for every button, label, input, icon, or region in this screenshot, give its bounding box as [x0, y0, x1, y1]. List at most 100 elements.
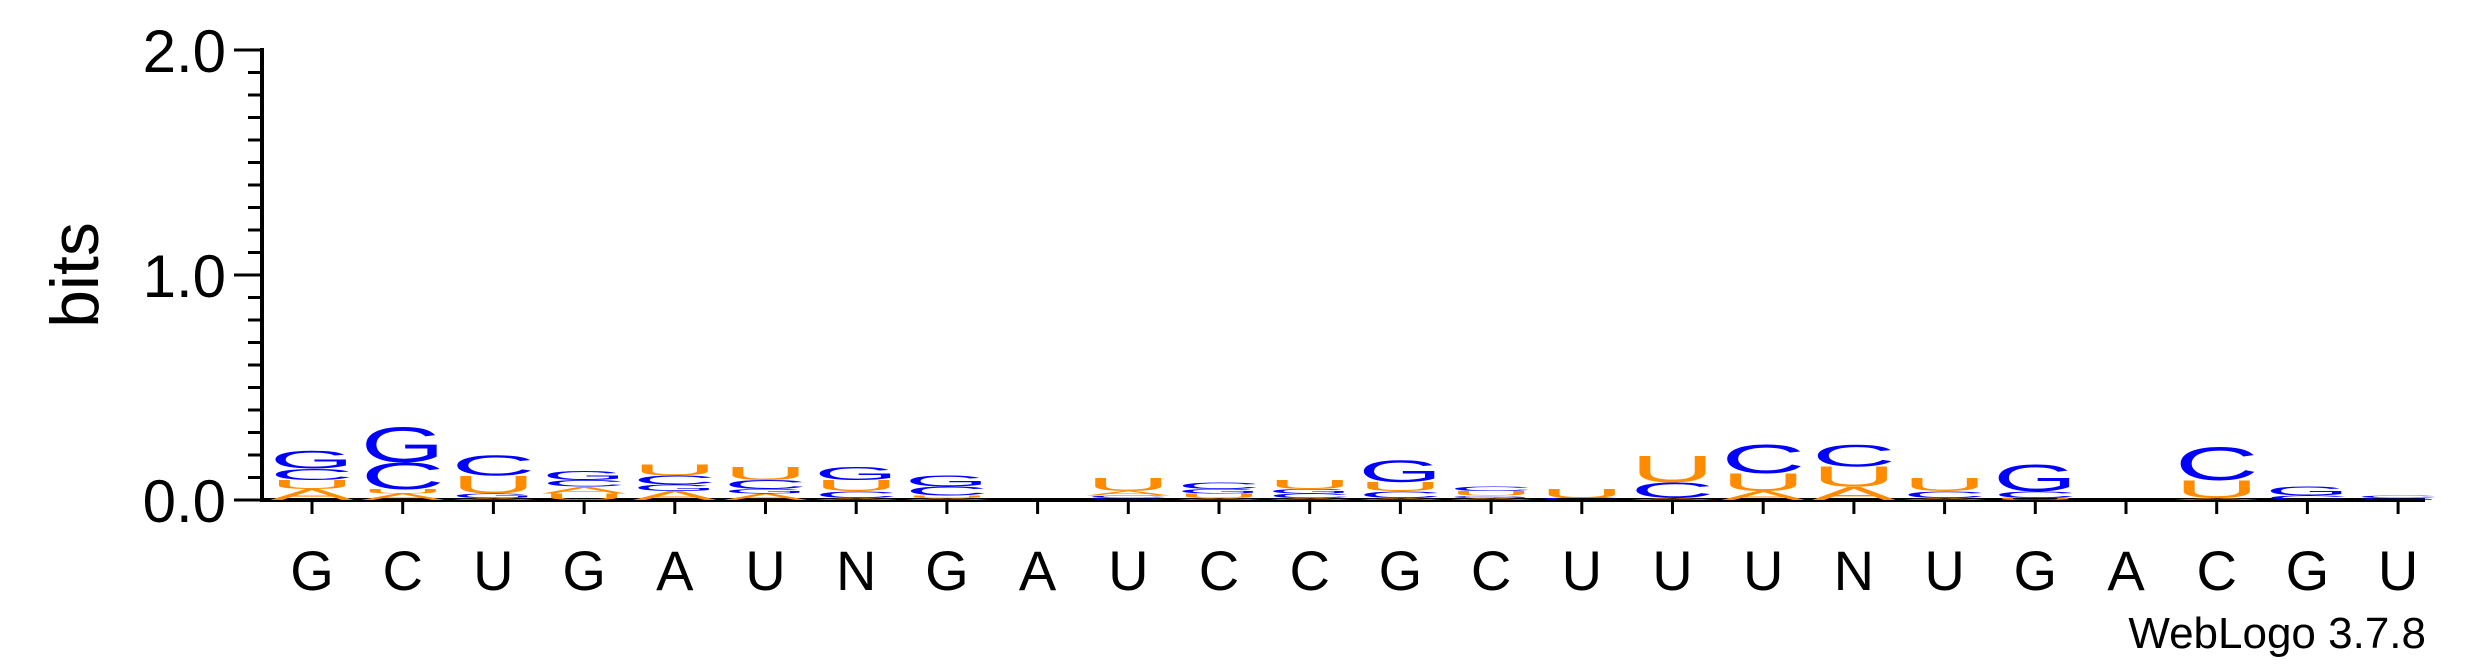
- logo-letter-U: U: [451, 471, 535, 499]
- logo-letter-A: A: [814, 497, 899, 501]
- logo-letter-U: U: [1268, 477, 1352, 491]
- x-tick-label: C: [1289, 539, 1329, 602]
- logo-letter-G: G: [1268, 488, 1352, 495]
- logo-letter-C: C: [1358, 489, 1442, 500]
- logo-letter-G: G: [2356, 497, 2440, 500]
- logo-letter-C: C: [451, 450, 535, 482]
- y-tick-label: 2.0: [143, 18, 226, 85]
- logo-letter-G: G: [1993, 457, 2077, 499]
- logo-letter-C: C: [2175, 437, 2259, 490]
- logo-letter-U: U: [1993, 497, 2077, 500]
- logo-letter-A: A: [451, 497, 536, 501]
- logo-letter-A: A: [1903, 497, 1988, 501]
- logo-letter-C: C: [1721, 436, 1805, 481]
- weblogo-credit: WebLogo 3.7.8: [2128, 609, 2426, 658]
- logo-letter-G: G: [2265, 484, 2349, 498]
- logo-letter-U: U: [723, 463, 807, 484]
- logo-letter-A: A: [1177, 497, 1262, 501]
- x-tick-label: C: [1199, 539, 1239, 602]
- logo-letter-A: A: [1086, 490, 1171, 497]
- y-tick-label: 1.0: [143, 243, 226, 310]
- x-tick-label: N: [836, 539, 876, 602]
- logo-letter-C: C: [1903, 489, 1987, 500]
- logo-letter-C: C: [361, 455, 445, 497]
- x-tick-label: A: [2107, 539, 2145, 602]
- logo-letter-C: C: [542, 478, 626, 489]
- logo-letter-U: U: [1721, 468, 1805, 496]
- logo-letter-G: G: [814, 463, 898, 484]
- logo-letter-A: A: [542, 485, 627, 496]
- logo-letter-C: C: [1449, 485, 1533, 492]
- logo-letter-A: A: [905, 497, 990, 501]
- logo-letter-A: A: [2175, 497, 2260, 501]
- x-tick-label: G: [562, 539, 606, 602]
- logo-letter-A: A: [633, 489, 717, 503]
- logo-letter-G: G: [905, 472, 989, 490]
- logo-letter-G: G: [1086, 497, 1170, 500]
- logo-letter-C: C: [723, 477, 807, 491]
- logo-letter-G: G: [633, 483, 717, 493]
- logo-letter-C: C: [2356, 495, 2440, 498]
- logo-letter-U: U: [1177, 492, 1261, 499]
- logo-letter-U: U: [633, 461, 717, 479]
- x-tick-label: C: [1471, 539, 1511, 602]
- logo-letter-U: U: [542, 492, 626, 503]
- logo-letter-A: A: [1268, 497, 1353, 501]
- logo-letter-U: U: [1630, 448, 1714, 490]
- x-tick-label: U: [1562, 539, 1602, 602]
- logo-letter-G: G: [270, 446, 354, 474]
- logo-letter-A: A: [1358, 497, 1443, 501]
- x-tick-label: U: [1652, 539, 1692, 602]
- logo-letter-A: A: [270, 486, 354, 504]
- y-tick-label: 0.0: [143, 468, 226, 535]
- x-tick-label: U: [745, 539, 785, 602]
- x-tick-label: U: [1924, 539, 1964, 602]
- logo-letter-A: A: [361, 491, 446, 502]
- x-tick-label: U: [1108, 539, 1148, 602]
- logo-letter-A: A: [1449, 497, 1534, 501]
- logo-letter-C: C: [1540, 497, 1624, 500]
- x-tick-label: A: [656, 539, 694, 602]
- logo-letter-C: C: [1086, 495, 1170, 498]
- x-tick-label: C: [382, 539, 422, 602]
- x-tick-label: C: [2196, 539, 2236, 602]
- logo-letter-U: U: [1812, 461, 1896, 493]
- logo-letter-A: A: [1721, 489, 1805, 503]
- logo-letter-G: G: [724, 488, 808, 495]
- logo-letter-U: U: [1540, 486, 1624, 500]
- logo-letter-U: U: [1086, 474, 1170, 495]
- x-tick-label: G: [290, 539, 334, 602]
- logo-letter-C: C: [1630, 478, 1714, 503]
- x-tick-label: G: [925, 539, 969, 602]
- y-axis-label: bits: [37, 222, 113, 328]
- x-tick-label: U: [473, 539, 513, 602]
- logo-letter-A: A: [1812, 483, 1896, 504]
- logo-letter-U: U: [1358, 480, 1442, 494]
- logo-letter-C: C: [2265, 494, 2349, 501]
- logo-letter-G: G: [451, 492, 535, 499]
- logo-letter-C: C: [1268, 492, 1352, 499]
- logo-letter-C: C: [1993, 489, 2077, 500]
- logo-letter-G: G: [1358, 454, 1442, 489]
- logo-letter-A: A: [724, 491, 809, 502]
- x-tick-label: A: [1019, 539, 1057, 602]
- logo-letter-G: G: [361, 416, 445, 472]
- logo-letter-U: U: [1449, 490, 1533, 497]
- logo-letter-U: U: [814, 477, 898, 495]
- logo-letter-A: A: [1631, 497, 1716, 501]
- x-tick-label: U: [2378, 539, 2418, 602]
- x-tick-label: G: [2014, 539, 2058, 602]
- logo-letter-U: U: [361, 488, 445, 495]
- logo-letter-U: U: [2175, 475, 2259, 503]
- logo-letter-G: G: [1449, 495, 1533, 498]
- x-tick-label: G: [1379, 539, 1423, 602]
- logo-letter-C: C: [1812, 438, 1896, 473]
- y-axis: 0.0 1.0 2.0: [143, 18, 264, 535]
- logo-letter-G: G: [542, 468, 626, 482]
- logo-letter-C: C: [814, 489, 898, 500]
- logo-letter-U: U: [905, 495, 989, 498]
- logo-letter-G: G: [1177, 488, 1261, 495]
- logo-letter-U: U: [270, 477, 354, 491]
